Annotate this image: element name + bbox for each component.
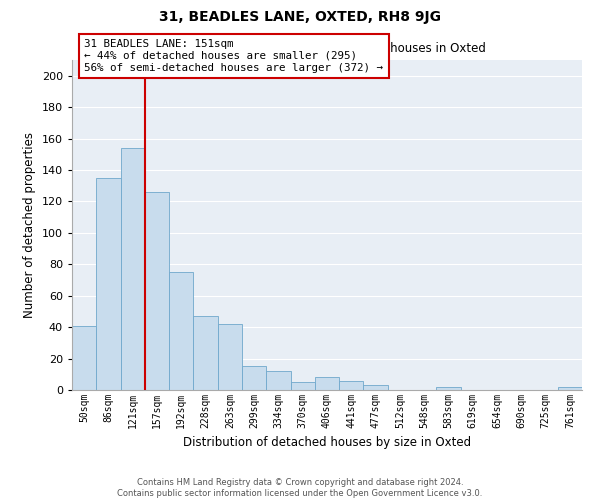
Bar xyxy=(169,272,193,390)
Bar xyxy=(266,371,290,390)
Title: Size of property relative to detached houses in Oxted: Size of property relative to detached ho… xyxy=(169,42,485,54)
Bar xyxy=(558,387,582,390)
Bar xyxy=(72,326,96,390)
Bar xyxy=(218,324,242,390)
Bar xyxy=(364,386,388,390)
Bar xyxy=(242,366,266,390)
Bar xyxy=(96,178,121,390)
X-axis label: Distribution of detached houses by size in Oxted: Distribution of detached houses by size … xyxy=(183,436,471,450)
Text: 31, BEADLES LANE, OXTED, RH8 9JG: 31, BEADLES LANE, OXTED, RH8 9JG xyxy=(159,10,441,24)
Text: 31 BEADLES LANE: 151sqm
← 44% of detached houses are smaller (295)
56% of semi-d: 31 BEADLES LANE: 151sqm ← 44% of detache… xyxy=(84,40,383,72)
Text: Contains HM Land Registry data © Crown copyright and database right 2024.
Contai: Contains HM Land Registry data © Crown c… xyxy=(118,478,482,498)
Y-axis label: Number of detached properties: Number of detached properties xyxy=(23,132,36,318)
Bar xyxy=(145,192,169,390)
Bar xyxy=(121,148,145,390)
Bar xyxy=(315,378,339,390)
Bar xyxy=(290,382,315,390)
Bar xyxy=(339,380,364,390)
Bar xyxy=(436,387,461,390)
Bar xyxy=(193,316,218,390)
